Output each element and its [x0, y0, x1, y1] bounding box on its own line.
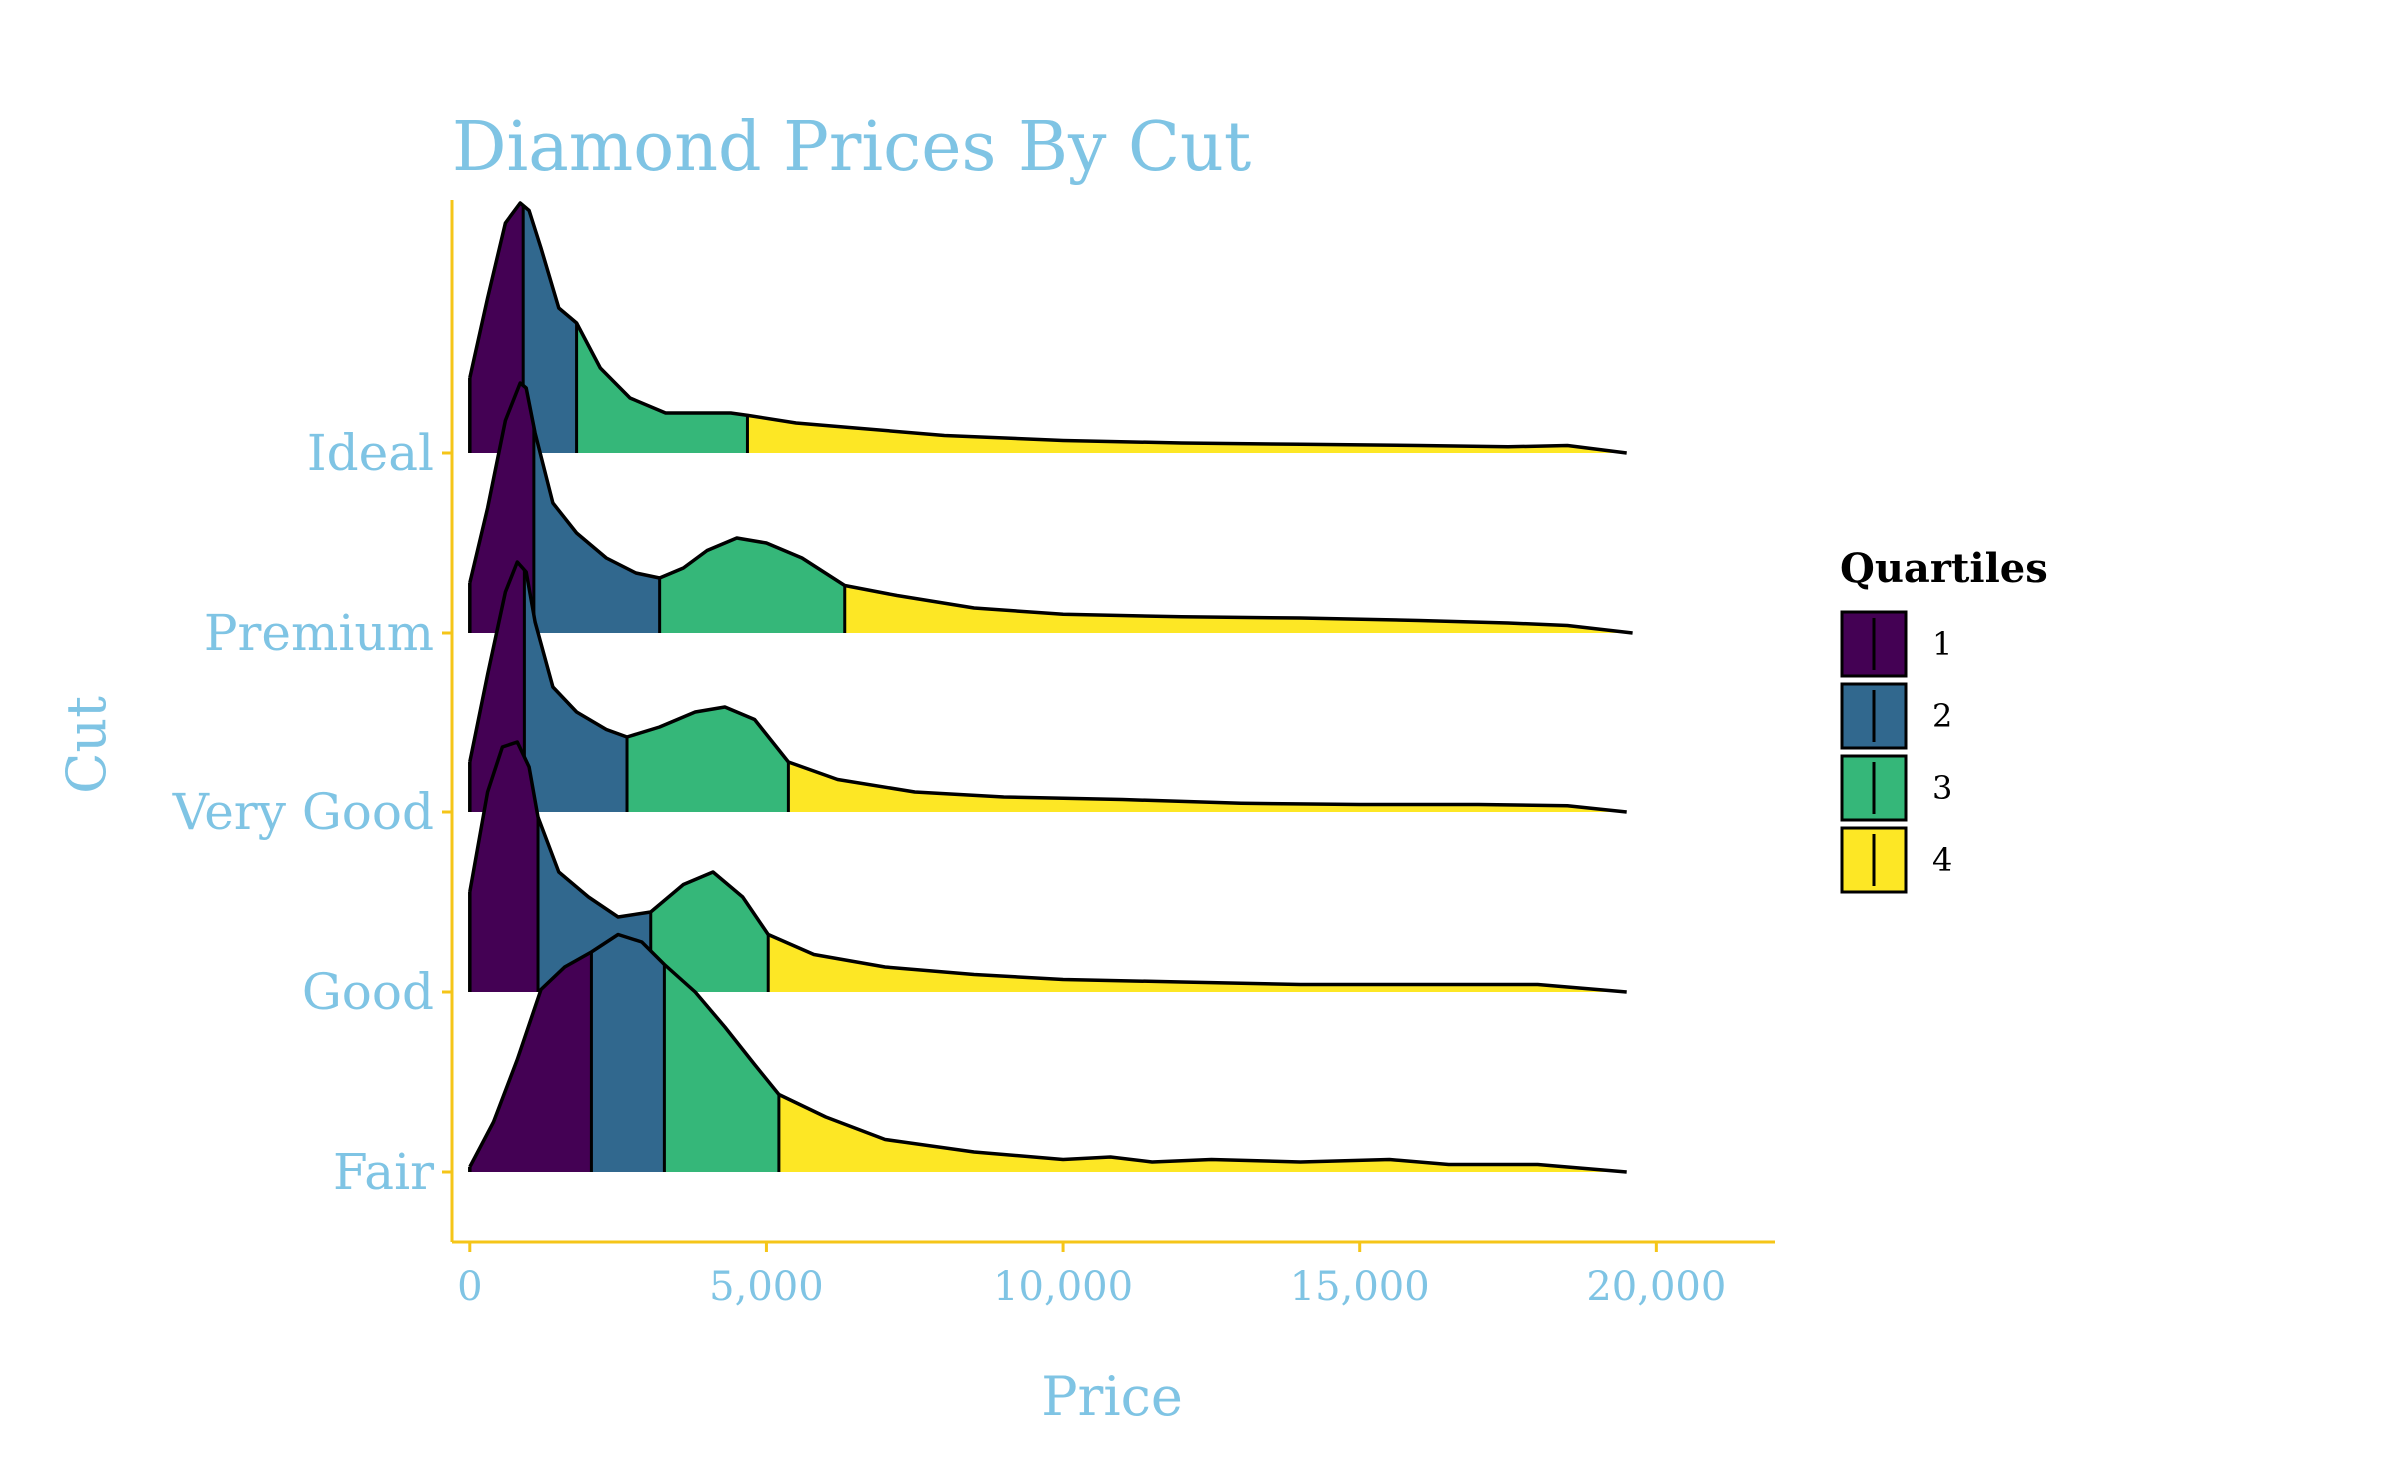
ridge-very-good — [468, 560, 1627, 814]
x-tick-label: 0 — [457, 1264, 482, 1310]
quartile-2-area — [591, 934, 665, 1172]
density-outline — [468, 381, 1633, 635]
density-outline — [468, 560, 1627, 814]
legend-label: 4 — [1932, 841, 1952, 879]
quartile-3-area — [627, 707, 789, 812]
x-tick-label: 5,000 — [709, 1264, 824, 1310]
y-tick-labels: Ideal Premium Very Good Good Fair — [172, 424, 434, 1201]
x-tick-labels: 0 5,000 10,000 15,000 20,000 — [457, 1264, 1726, 1310]
ridge-premium — [468, 381, 1633, 635]
axes — [442, 200, 1775, 1252]
legend-label: 2 — [1932, 697, 1952, 735]
density-outline — [468, 201, 1627, 455]
quartile-3-area — [576, 323, 748, 453]
legend-items: 1 2 3 4 — [1840, 610, 1952, 894]
x-tick-label: 20,000 — [1586, 1264, 1726, 1310]
ridge-ideal — [468, 201, 1627, 455]
legend-item: 1 — [1840, 610, 1952, 678]
x-tick-label: 10,000 — [993, 1264, 1133, 1310]
legend-item: 2 — [1840, 682, 1952, 750]
quartile-3-area — [659, 538, 845, 633]
density-outline — [468, 932, 1627, 1174]
quartile-2-area — [523, 205, 577, 453]
legend: Quartiles 1 2 3 4 — [1840, 545, 2048, 894]
legend-item: 3 — [1840, 754, 1952, 822]
density-outline — [468, 740, 1627, 994]
quartile-3-area — [664, 964, 779, 1172]
quartile-2-area — [533, 427, 660, 633]
quartile-4-area — [844, 585, 1633, 633]
quartile-3-area — [650, 872, 769, 992]
legend-label: 3 — [1932, 769, 1952, 807]
x-axis-title: Price — [1041, 1365, 1183, 1428]
quartile-2-area — [524, 570, 627, 812]
quartile-4-area — [747, 415, 1627, 453]
ridge-fair — [468, 932, 1627, 1174]
quartile-4-area — [788, 762, 1627, 812]
y-tick-label: Fair — [333, 1143, 434, 1201]
y-tick-label: Good — [302, 963, 434, 1021]
quartile-1-area — [469, 203, 524, 453]
ridges — [468, 201, 1633, 1174]
legend-item: 4 — [1840, 826, 1952, 894]
quartile-4-area — [778, 1094, 1627, 1172]
y-tick-label: Ideal — [307, 424, 434, 482]
x-tick-label: 15,000 — [1290, 1264, 1430, 1310]
y-axis-title: Cut — [55, 696, 118, 794]
y-tick-label: Premium — [204, 604, 434, 662]
chart-title: Diamond Prices By Cut — [452, 108, 1251, 187]
y-tick-label: Very Good — [172, 783, 434, 841]
legend-title: Quartiles — [1840, 545, 2048, 592]
quartile-1-area — [469, 952, 592, 1172]
legend-label: 1 — [1932, 625, 1952, 663]
quartile-4-area — [768, 934, 1627, 992]
